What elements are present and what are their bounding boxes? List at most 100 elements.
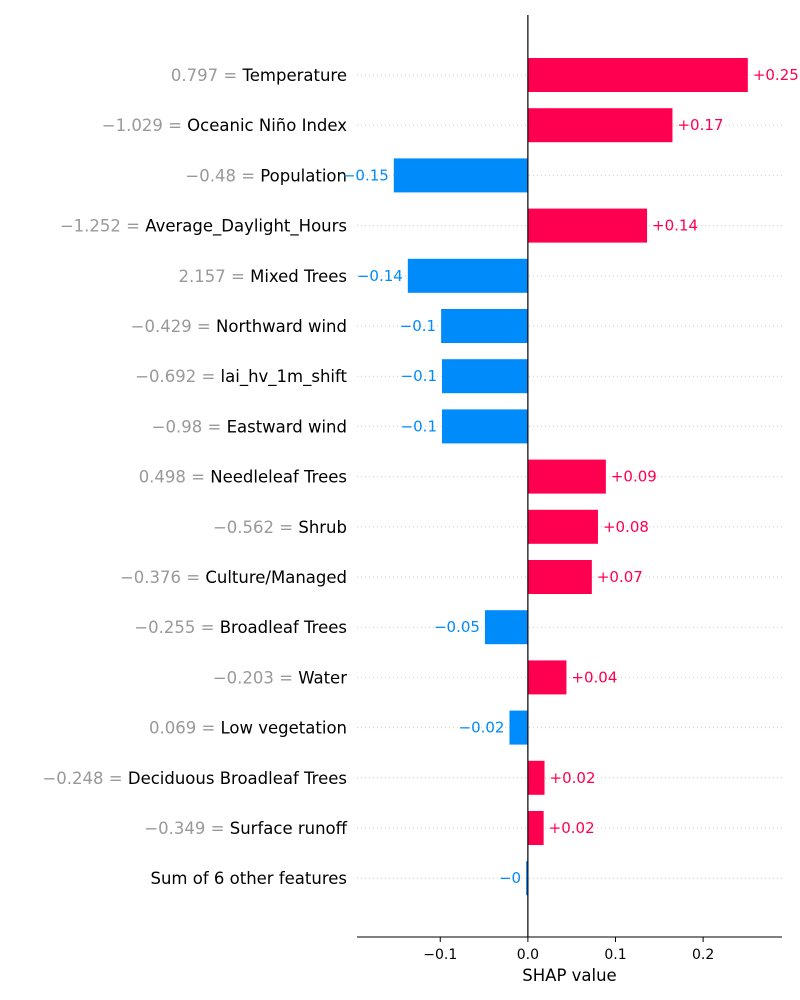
feature-label: 0.797 = Temperature [171,66,347,85]
equals-sign: = [218,66,242,85]
x-ticks: −0.1 0.0 0.1 0.2 [423,937,714,963]
feature-name: Deciduous Broadleaf Trees [128,769,347,788]
feature-label: −0.48 = Population [185,166,347,185]
feature-label: −0.429 = Northward wind [131,317,347,336]
feature-label: −0.255 = Broadleaf Trees [134,618,347,637]
shap-bar [442,359,528,394]
feature-value: −0.429 [131,317,192,336]
equals-sign: = [274,518,298,537]
equals-sign: = [236,166,260,185]
feature-name: Temperature [241,66,347,85]
feature-name: Sum of 6 other features [150,869,347,888]
feature-name: lai_hv_1m_shift [221,367,348,387]
equals-sign: = [104,769,128,788]
x-tick-label: 0.2 [692,947,714,963]
feature-value: −0.562 [213,518,274,537]
equals-sign: = [274,668,298,687]
bar-value-label: +0.07 [597,568,643,586]
shap-bar [527,660,567,695]
feature-name: Surface runoff [230,819,348,838]
equals-sign: = [121,217,145,236]
bar-value-label: +0.02 [549,819,595,837]
equals-sign: = [181,568,205,587]
feature-value: 2.157 [179,267,226,286]
equals-sign: = [196,719,220,738]
feature-label: −0.692 = lai_hv_1m_shift [135,367,347,387]
feature-value: −0.692 [135,367,196,386]
shap-bar [527,509,598,544]
bar-value-label: +0.09 [611,468,657,486]
feature-label: −0.562 = Shrub [213,518,347,537]
feature-label: −1.029 = Oceanic Niño Index [102,116,347,135]
feature-label: 0.498 = Needleleaf Trees [139,468,347,487]
bar-value-label: +0.25 [753,66,799,84]
feature-label: −1.252 = Average_Daylight_Hours [60,217,347,237]
feature-label: −0.203 = Water [213,668,347,687]
shap-bar [509,710,528,745]
feature-label: −0.376 = Culture/Managed [120,568,347,587]
feature-value: 0.069 [149,719,196,738]
feature-name: Northward wind [216,317,347,336]
x-axis-title: SHAP value [522,966,616,985]
bar-value-label: −0.1 [401,367,437,385]
feature-value: 0.498 [139,468,186,487]
shap-bar [527,58,748,92]
bar-value-label: −0.02 [459,719,505,737]
bar-value-label: −0.05 [434,618,480,636]
feature-label: −0.349 = Surface runoff [144,819,347,838]
feature-name: Eastward wind [227,417,347,436]
feature-label: Sum of 6 other features [150,869,347,888]
equals-sign: = [192,317,216,336]
bar-value-label: +0.08 [603,518,649,536]
feature-label: −0.98 = Eastward wind [152,417,347,436]
bar-value-labels: +0.25 +0.17 −0.15 +0.14 −0.14 −0.1 −0.1 −0.1 +0.… [343,66,799,887]
shap-bar [441,309,528,343]
feature-value: −0.248 [42,769,103,788]
bar-value-label: −0.14 [357,267,403,285]
bar-value-label: −0.15 [343,166,389,184]
equals-sign: = [195,618,219,637]
equals-sign: = [202,417,226,436]
feature-name: Water [298,668,347,687]
x-axis: −0.1 0.0 0.1 0.2 SHAP value [357,936,782,985]
shap-bar [527,208,648,243]
shap-bar [526,861,528,896]
equals-sign: = [205,819,229,838]
x-tick-label: 0.0 [517,947,539,963]
feature-value: −0.376 [120,568,181,587]
feature-name: Average_Daylight_Hours [145,217,347,237]
feature-name: Broadleaf Trees [220,618,347,637]
bar-value-label: +0.14 [652,217,698,235]
feature-value: −0.349 [144,819,205,838]
feature-name: Culture/Managed [205,568,347,587]
equals-sign: = [226,267,250,286]
shap-bars [393,58,748,896]
equals-sign: = [196,367,220,386]
equals-sign: = [186,468,210,487]
bar-value-label: −0 [499,869,521,887]
feature-value: −1.252 [60,217,121,236]
feature-value: 0.797 [171,66,218,85]
shap-bar [442,409,528,444]
feature-name: Oceanic Niño Index [187,116,347,135]
shap-bar [527,108,673,143]
shap-bar [527,760,545,795]
feature-name: Shrub [298,518,347,537]
shap-bar [484,610,528,645]
bar-value-label: −0.1 [400,317,436,335]
bar-value-label: +0.17 [677,116,723,134]
feature-name: Needleleaf Trees [210,468,347,487]
feature-name: Population [260,166,347,185]
feature-value: −0.48 [185,166,236,185]
shap-bar [393,158,528,193]
equals-sign: = [163,116,187,135]
bar-value-label: +0.04 [571,668,617,686]
feature-label: −0.248 = Deciduous Broadleaf Trees [42,769,347,788]
shap-bar [527,811,544,845]
bar-value-label: −0.1 [401,417,437,435]
feature-value: −1.029 [102,116,163,135]
x-tick-label: −0.1 [423,947,457,963]
feature-value: −0.255 [134,618,195,637]
shap-bar [407,258,528,293]
